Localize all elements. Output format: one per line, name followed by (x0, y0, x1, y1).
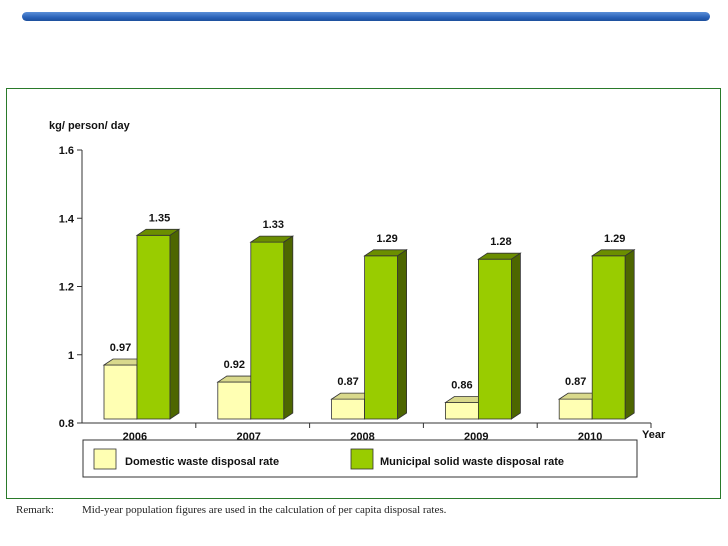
y-tick-label: 1.4 (59, 213, 75, 225)
bar-side-face (283, 235, 294, 420)
remark-text: Mid-year population figures are used in … (82, 504, 447, 516)
domestic-bar-2010 (558, 398, 593, 420)
legend-label-municipal: Municipal solid waste disposal rate (380, 456, 564, 468)
data-label: 1.29 (376, 233, 397, 245)
data-label: 1.28 (490, 236, 511, 248)
domestic-bar-2008 (331, 398, 366, 420)
bar-side-face (169, 228, 180, 420)
municipal-bar-2006 (136, 234, 171, 420)
bar-side-face (624, 249, 635, 420)
remark-note: Remark: Mid-year population figures are u… (16, 504, 446, 516)
legend-label-domestic: Domestic waste disposal rate (125, 456, 279, 468)
x-axis-title: Year (642, 429, 666, 441)
legend-swatch-domestic (93, 448, 117, 470)
bar-side-face (397, 249, 408, 420)
data-label: 0.97 (110, 342, 131, 354)
data-label: 1.29 (604, 233, 625, 245)
bar-side-face (510, 252, 521, 420)
data-label: 1.33 (263, 219, 284, 231)
y-axis-title: kg/ person/ day (49, 120, 131, 132)
domestic-bar-2009 (444, 402, 479, 420)
legend-swatch-municipal (350, 448, 374, 470)
chart-frame: kg/ person/ day 0.8 1 1.2 1.4 1.6 2006 0.97 1.35… (6, 88, 721, 499)
data-label: 1.35 (149, 212, 170, 224)
y-tick-label: 1 (68, 350, 74, 362)
y-tick-label: 0.8 (59, 418, 74, 430)
domestic-bar-2007 (217, 381, 252, 420)
waste-disposal-chart: kg/ person/ day0.811.21.41.620060.971.35… (49, 120, 666, 478)
remark-label: Remark: (16, 504, 54, 516)
data-label: 0.87 (337, 376, 358, 388)
municipal-bar-2007 (250, 241, 285, 420)
y-tick-label: 1.6 (59, 145, 74, 157)
data-label: 0.86 (451, 380, 472, 392)
domestic-bar-2006 (103, 364, 138, 420)
header-accent-bar (22, 12, 710, 21)
y-tick-label: 1.2 (59, 282, 74, 294)
data-label: 0.92 (224, 359, 245, 371)
municipal-bar-2009 (477, 258, 512, 420)
data-label: 0.87 (565, 376, 586, 388)
municipal-bar-2010 (591, 255, 626, 420)
municipal-bar-2008 (364, 255, 399, 420)
